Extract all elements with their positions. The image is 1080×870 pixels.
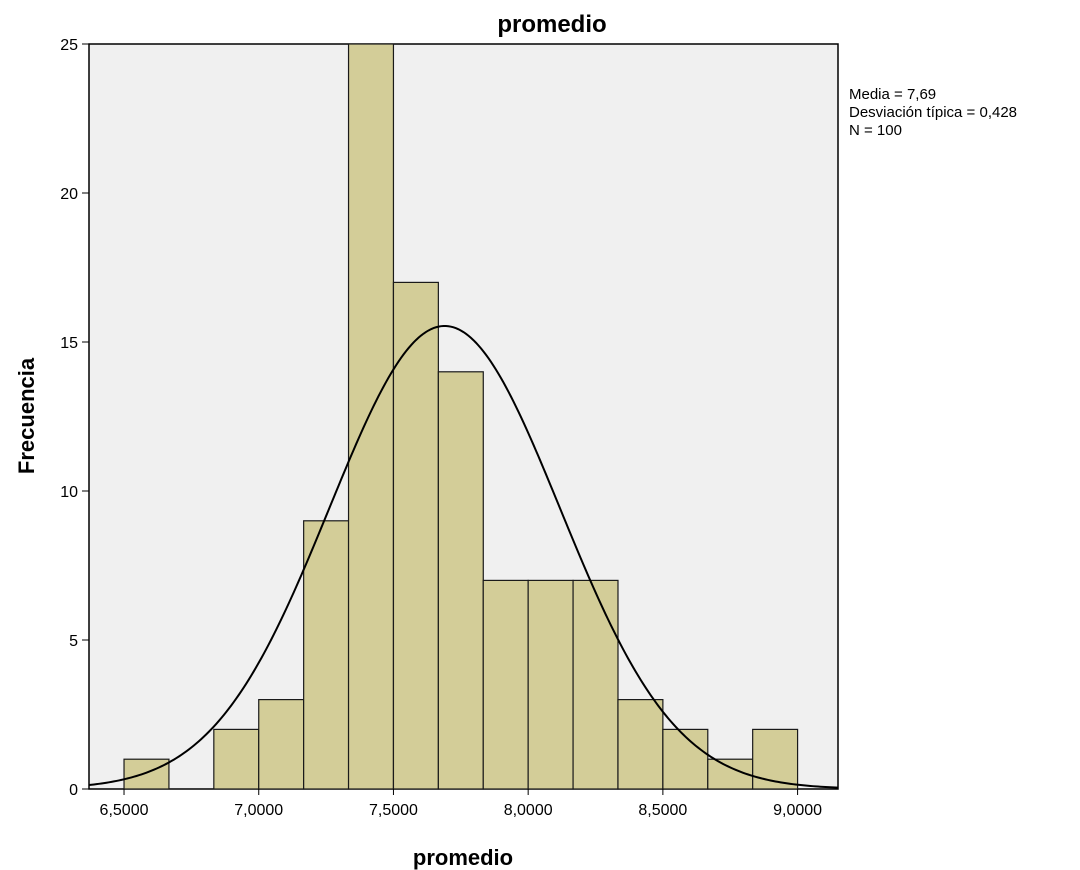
histogram-bar-8 xyxy=(437,371,484,790)
x-tick-label-5: 8,5000 xyxy=(638,802,687,819)
histogram-bar-15 xyxy=(752,728,799,790)
histogram-bar-5 xyxy=(303,520,350,790)
histogram-bars xyxy=(123,43,799,790)
histogram-bar-9 xyxy=(482,579,529,790)
histogram-bar-12 xyxy=(617,698,664,790)
histogram-bar-7 xyxy=(392,281,439,790)
histogram-bar-6 xyxy=(347,43,395,790)
stat-sd: Desviación típica = 0,428 xyxy=(849,104,1017,121)
y-tick-label-5: 20 xyxy=(60,186,78,203)
histogram-bar-11 xyxy=(572,579,619,790)
y-tick-label-6: 25 xyxy=(60,37,78,54)
histogram-bar-10 xyxy=(527,579,574,790)
histogram-bar-3 xyxy=(213,728,260,790)
histogram-bar-4 xyxy=(258,698,305,790)
x-tick-label-6: 9,0000 xyxy=(773,802,822,819)
normal-curve xyxy=(88,324,839,789)
x-axis: 6,5000 7,0000 7,5000 8,0000 8,5000 9,0000 xyxy=(100,789,822,819)
histogram-bar-1 xyxy=(123,758,170,790)
histogram-bar-13 xyxy=(662,728,709,790)
y-axis: 0 5 10 15 20 25 xyxy=(60,37,89,799)
x-tick-label-1: 6,5000 xyxy=(100,802,149,819)
y-tick-label-1: 0 xyxy=(69,782,78,799)
x-axis-label: promedio xyxy=(413,845,513,870)
stats-legend: Media = 7,69 Desviación típica = 0,428 N… xyxy=(849,86,1017,139)
chart-title: promedio xyxy=(497,11,606,38)
x-tick-label-3: 7,5000 xyxy=(369,802,418,819)
stat-mean: Media = 7,69 xyxy=(849,86,936,103)
x-tick-label-2: 7,0000 xyxy=(234,802,283,819)
y-tick-label-2: 5 xyxy=(69,633,78,650)
x-tick-label-4: 8,0000 xyxy=(504,802,553,819)
y-axis-label: Frecuencia xyxy=(14,357,39,474)
y-tick-label-3: 10 xyxy=(60,484,78,501)
stat-n: N = 100 xyxy=(849,122,902,139)
y-tick-label-4: 15 xyxy=(60,335,78,352)
